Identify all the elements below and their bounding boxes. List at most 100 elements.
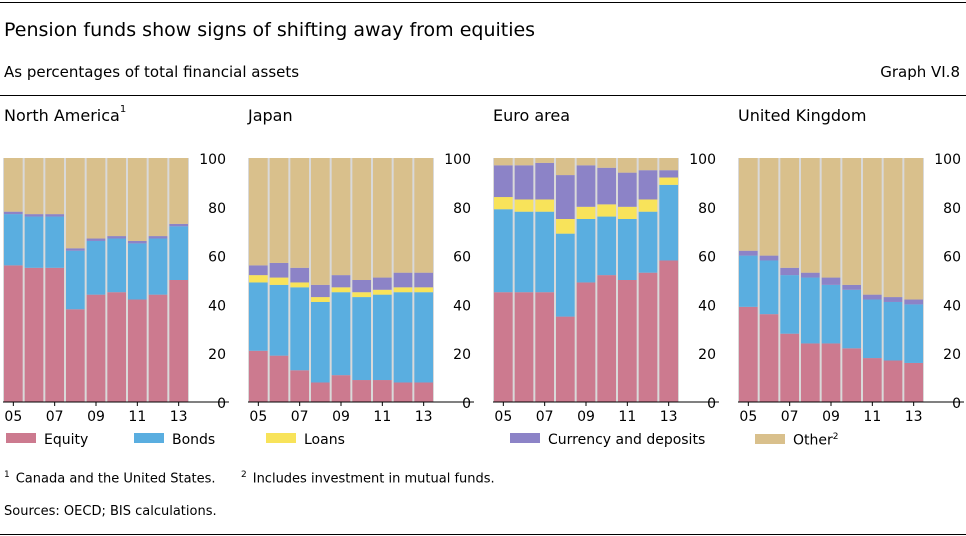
legend-equity: Equity — [6, 432, 88, 448]
bar-1-1-bonds — [269, 284, 289, 356]
y-tick-label-1-0: 0 — [462, 396, 471, 412]
bar-1-2-equity — [290, 370, 309, 402]
x-tick-label-0-4: 13 — [170, 409, 188, 425]
bar-3-7-other — [883, 158, 903, 298]
bar-1-7-loans — [393, 287, 413, 293]
bar-3-1-equity — [759, 314, 779, 402]
bar-1-7-equity — [393, 382, 413, 402]
bar-1-0-other — [249, 158, 268, 266]
bar-0-4-other — [86, 158, 106, 239]
bar-1-2-currency-and-deposits — [290, 267, 309, 283]
bar-1-3-currency-and-deposits — [311, 284, 330, 298]
legend-swatch-equity — [6, 433, 36, 443]
bar-2-5-loans — [597, 204, 616, 217]
legend-loans: Loans — [266, 432, 345, 448]
bar-3-4-currency-and-deposits — [821, 277, 841, 285]
bar-0-0-equity — [4, 265, 23, 402]
bar-2-1-other — [514, 158, 534, 166]
graph-id: Graph VI.8 — [880, 63, 960, 81]
bar-3-4-equity — [821, 343, 841, 402]
bar-2-2-equity — [535, 292, 554, 402]
bar-1-8-other — [414, 158, 433, 273]
bar-1-5-equity — [352, 380, 371, 402]
y-tick-label-1-60: 60 — [453, 250, 471, 266]
bar-1-0-currency-and-deposits — [249, 265, 268, 276]
bar-1-4-equity — [331, 375, 351, 402]
bar-3-7-equity — [883, 360, 903, 402]
bar-1-5-currency-and-deposits — [352, 280, 371, 293]
bar-3-5-equity — [842, 348, 861, 402]
bar-3-1-other — [759, 158, 779, 256]
bar-1-7-currency-and-deposits — [393, 272, 413, 288]
x-tick-label-2-4: 13 — [660, 409, 678, 425]
bar-2-0-loans — [494, 197, 513, 210]
bar-3-4-bonds — [821, 284, 841, 344]
bar-2-2-other — [535, 158, 554, 163]
bar-1-7-other — [393, 158, 413, 273]
x-tick-label-2-1: 07 — [536, 409, 554, 425]
bar-2-4-loans — [576, 206, 596, 219]
y-tick-label-0-100: 100 — [199, 152, 226, 168]
bar-0-8-bonds — [169, 226, 188, 280]
bar-1-0-loans — [249, 275, 268, 283]
bar-1-1-currency-and-deposits — [269, 262, 289, 278]
bar-1-3-other — [311, 158, 330, 285]
x-tick-label-3-0: 05 — [739, 409, 757, 425]
x-tick-label-0-2: 09 — [87, 409, 105, 425]
footnote-1: 1 Canada and the United States. — [4, 470, 216, 487]
x-tick-label-3-1: 07 — [781, 409, 799, 425]
bar-2-8-loans — [659, 177, 678, 185]
bar-3-3-equity — [801, 343, 820, 402]
top-rule — [0, 2, 966, 3]
y-tick-label-0-60: 60 — [208, 250, 226, 266]
bar-3-6-other — [863, 158, 882, 295]
panel-title-japan: Japan — [248, 106, 293, 125]
bar-1-6-loans — [373, 289, 392, 295]
bar-1-3-loans — [311, 297, 330, 302]
panel-title-euro-area: Euro area — [493, 106, 571, 125]
bar-3-8-bonds — [904, 304, 923, 363]
bar-1-3-bonds — [311, 301, 330, 383]
legend-swatch-bonds — [134, 433, 164, 443]
y-tick-label-3-40: 40 — [943, 298, 961, 314]
bar-3-2-currency-and-deposits — [780, 267, 799, 276]
bar-2-2-currency-and-deposits — [535, 162, 554, 200]
legend-swatch-loans — [266, 433, 296, 443]
bar-3-0-other — [739, 158, 758, 251]
bar-0-3-bonds — [66, 250, 85, 310]
x-tick-label-0-0: 05 — [4, 409, 22, 425]
bar-2-2-bonds — [535, 211, 554, 293]
bar-2-6-currency-and-deposits — [618, 172, 637, 207]
sources: Sources: OECD; BIS calculations. — [4, 504, 217, 519]
bar-0-8-equity — [169, 280, 188, 402]
bar-1-8-equity — [414, 382, 433, 402]
x-tick-label-1-4: 13 — [415, 409, 433, 425]
bar-3-6-equity — [863, 358, 882, 402]
bar-2-0-equity — [494, 292, 513, 402]
y-tick-label-2-80: 80 — [698, 201, 716, 217]
bar-0-3-equity — [66, 309, 85, 402]
footnote-2: 2 Includes investment in mutual funds. — [241, 470, 495, 487]
legend-swatch-currency — [510, 433, 540, 443]
bar-2-4-equity — [576, 282, 596, 402]
bar-2-7-equity — [638, 272, 658, 402]
legend-swatch-other — [755, 433, 785, 444]
y-tick-label-3-80: 80 — [943, 201, 961, 217]
legend-other: Other2 — [755, 432, 839, 449]
bar-0-5-bonds — [107, 238, 126, 293]
bar-3-4-other — [821, 158, 841, 278]
bar-3-2-other — [780, 158, 799, 268]
x-tick-label-2-2: 09 — [577, 409, 595, 425]
panel-title-north-america: North America1 — [4, 104, 127, 125]
bar-3-3-currency-and-deposits — [801, 272, 820, 278]
bar-0-1-other — [24, 158, 44, 215]
bar-2-3-currency-and-deposits — [556, 175, 575, 219]
bar-3-5-bonds — [842, 289, 861, 349]
bar-0-6-currency-and-deposits — [128, 240, 147, 244]
y-tick-label-2-0: 0 — [707, 396, 716, 412]
bar-3-0-currency-and-deposits — [739, 250, 758, 256]
bar-2-1-bonds — [514, 211, 534, 293]
bar-2-6-other — [618, 158, 637, 173]
y-tick-label-0-80: 80 — [208, 201, 226, 217]
bar-0-0-other — [4, 158, 23, 212]
